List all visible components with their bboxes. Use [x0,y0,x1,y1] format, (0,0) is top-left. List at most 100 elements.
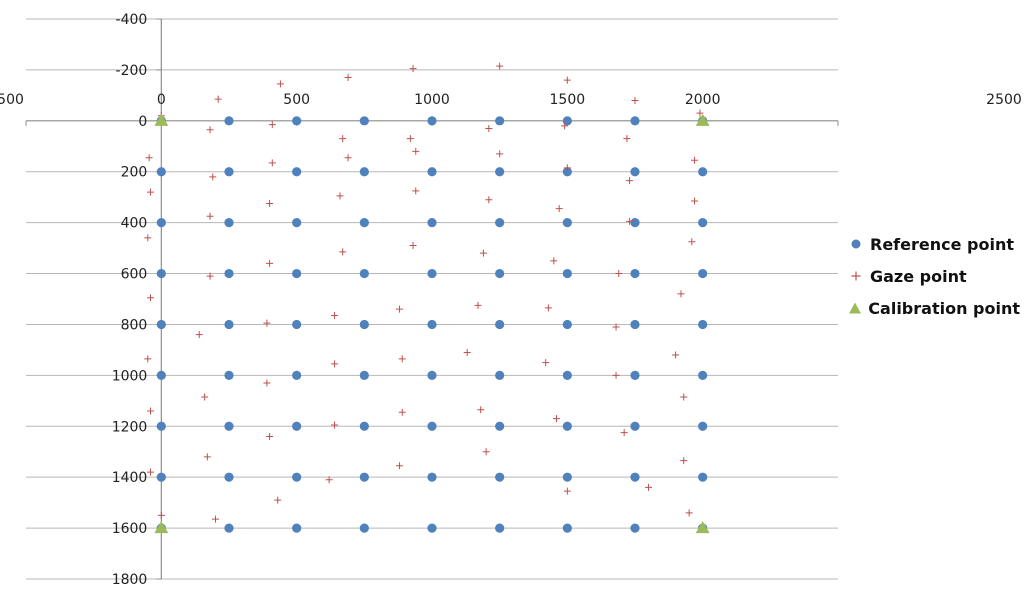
reference-point [427,421,437,431]
reference-point [495,523,505,533]
legend-plus [851,271,861,281]
gaze-point [645,483,653,491]
gaze-point [274,496,282,504]
reference-point [224,421,234,431]
legend-circle [851,239,861,249]
reference-point [292,167,302,177]
reference-point [495,421,505,431]
reference-point [292,421,302,431]
reference-point [495,167,505,177]
legend-triangle [849,302,862,314]
gaze-point [266,259,274,267]
y-tick-label: 800 [121,317,148,333]
reference-point [359,218,369,228]
legend-item-reference: Reference point [848,228,1020,260]
y-tick-label: 0 [138,114,147,130]
gaze-point [615,270,623,278]
gaze-point [680,457,688,465]
legend-label-reference: Reference point [870,234,1014,254]
reference-point [562,268,572,279]
calibration-point [154,521,169,534]
gaze-point [266,200,274,208]
x-tick-label: 1000 [414,92,450,108]
reference-point [495,116,505,126]
y-tick-label: 1200 [112,419,148,435]
reference-point [427,268,437,279]
reference-point [359,472,369,482]
reference-point [292,523,302,533]
reference-point [630,167,640,177]
reference-point [156,472,166,482]
gaze-point [623,135,631,143]
reference-point [224,268,234,279]
reference-point [630,218,640,228]
gaze-point [620,429,628,437]
gaze-point [331,312,339,320]
reference-point [495,370,505,380]
gaze-point [211,515,219,523]
gaze-point [147,468,155,476]
gaze-point [555,205,563,213]
gaze-point [479,249,487,257]
gaze-point [563,164,571,172]
x-tick-label: 0 [157,92,166,108]
gaze-point [463,348,471,356]
gaze-point [626,177,634,185]
reference-point [359,116,369,126]
reference-point [630,523,640,533]
calibration-point [154,113,169,126]
gaze-point [268,159,276,167]
reference-point [359,167,369,177]
gaze-point [409,242,417,250]
gaze-point [344,154,352,162]
gaze-point [206,212,214,220]
reference-point [562,167,572,177]
calibration-point [695,521,710,534]
x-tick-label: 1500 [550,92,586,108]
gaze-point [195,331,203,339]
reference-point [359,421,369,431]
reference-point [292,116,302,126]
reference-point [698,319,708,330]
reference-point [292,472,302,482]
gaze-point [331,421,339,429]
gaze-point [477,406,485,414]
reference-point [427,116,437,126]
gaze-point [485,196,493,204]
gaze-point [553,415,561,423]
gaze-point [406,135,414,143]
gaze-point [412,187,420,195]
reference-point [562,370,572,380]
reference-point [562,472,572,482]
reference-point [359,523,369,533]
reference-point [292,268,302,279]
gaze-point [209,173,217,181]
gaze-point [344,74,352,82]
gaze-point [336,192,344,200]
gaze-point-series [144,62,704,523]
reference-point [156,319,166,330]
reference-point [359,268,369,279]
calibration-point-marker-icon [848,300,862,316]
gaze-point [685,509,693,517]
reference-point [698,268,708,279]
gaze-point [412,147,420,155]
reference-point [562,523,572,533]
gaze-point [563,76,571,84]
reference-point [427,472,437,482]
reference-point [292,319,302,330]
gaze-point [542,359,550,367]
calibration-point-series [154,113,710,534]
y-tick-label: 1800 [112,572,148,588]
reference-point [427,218,437,228]
gaze-point [276,80,284,88]
legend-item-gaze: Gaze point [848,260,1020,292]
reference-point [224,167,234,177]
reference-point [698,472,708,482]
reference-point [427,523,437,533]
gaze-point [691,156,699,164]
reference-point [156,167,166,177]
reference-point [359,319,369,330]
gaze-point-marker-icon [848,268,864,284]
